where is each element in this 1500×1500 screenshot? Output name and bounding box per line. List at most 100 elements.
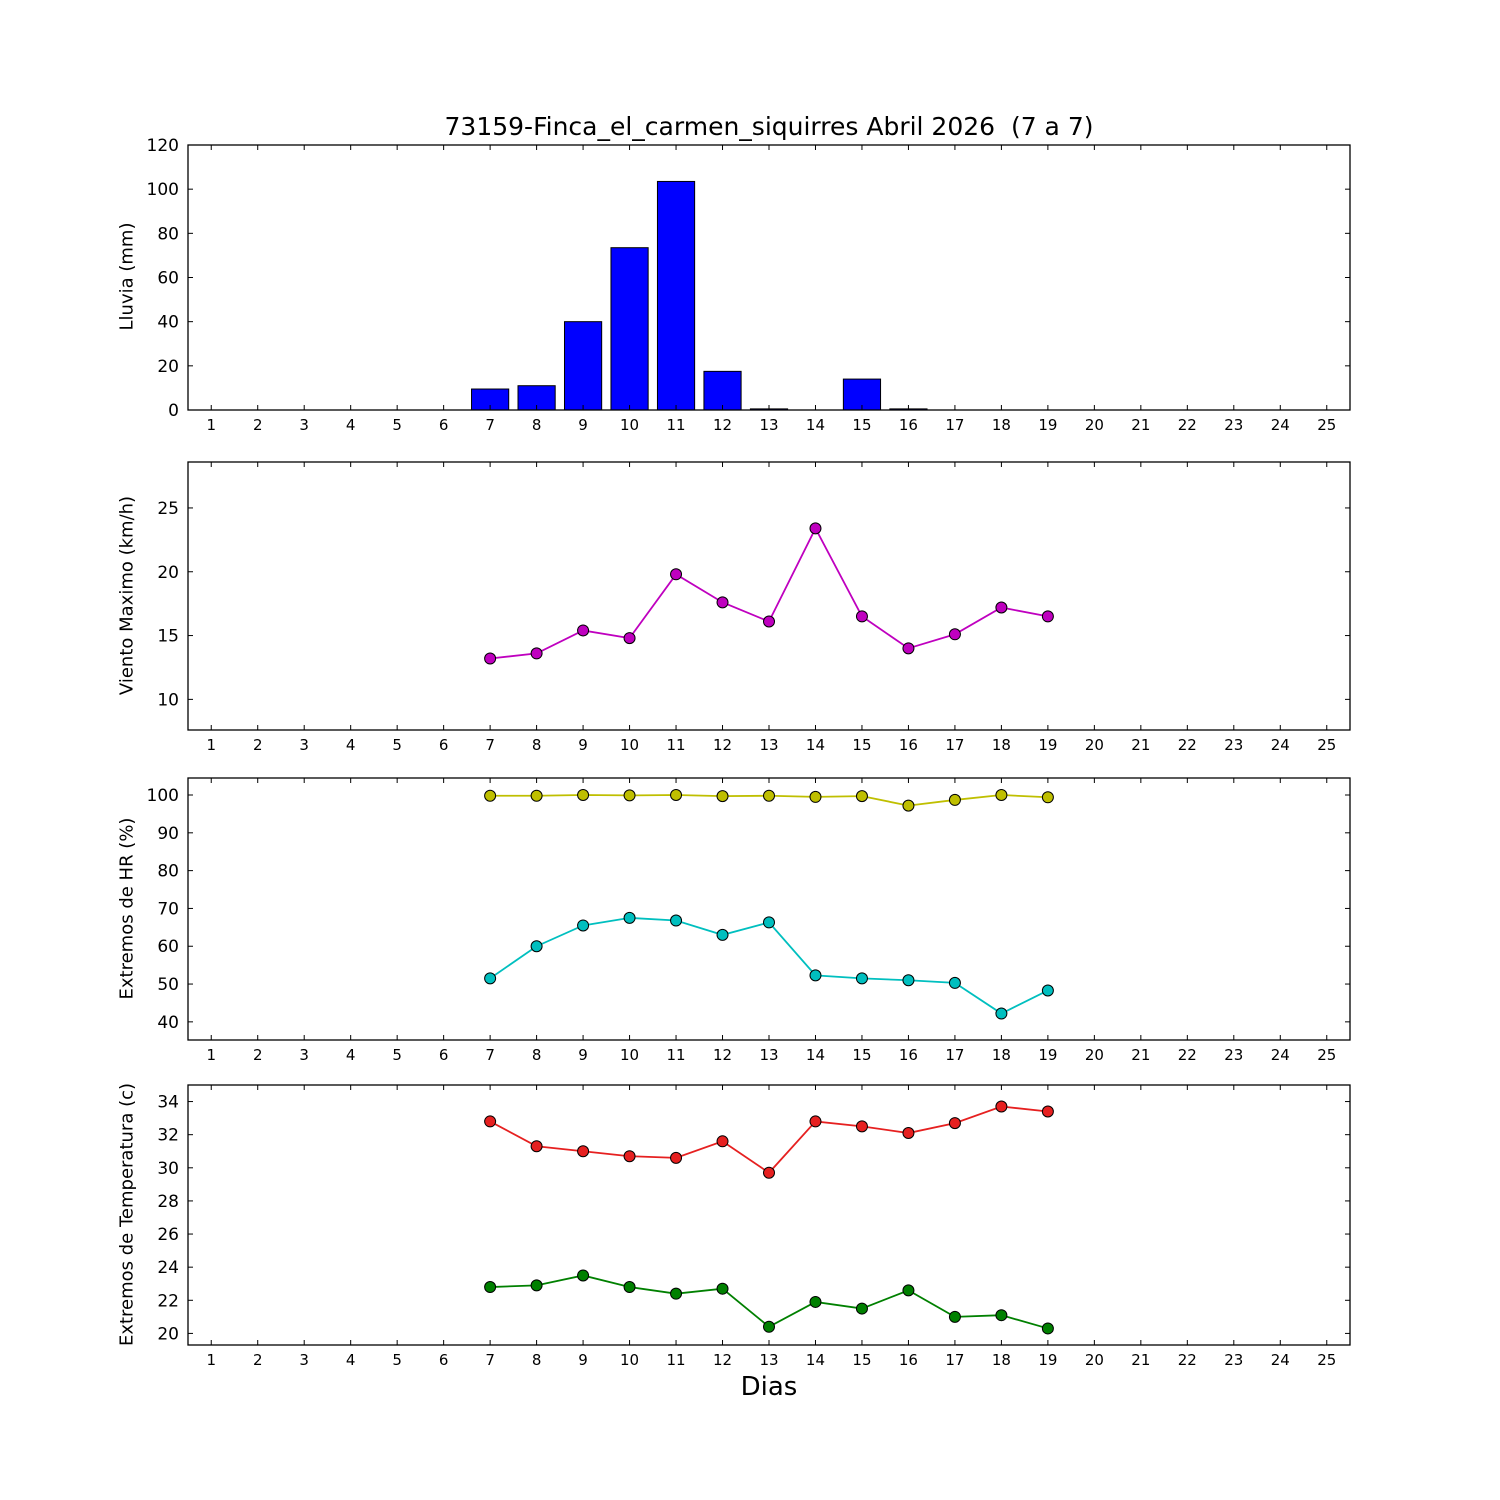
marker-hr-maxima	[855, 790, 868, 803]
marker-hr-maxima	[716, 790, 729, 803]
y-tick-label: 20	[157, 563, 179, 583]
y-tick-label: 24	[157, 1258, 179, 1278]
x-tick-label: 3	[299, 736, 309, 754]
x-tick-label: 3	[299, 416, 309, 434]
x-tick-label: 25	[1317, 1046, 1336, 1064]
x-tick-label: 5	[392, 1046, 402, 1064]
y-tick-label: 10	[157, 690, 179, 710]
x-tick-label: 13	[759, 416, 778, 434]
y-tick-label: 60	[157, 269, 179, 289]
y-tick-label: 70	[157, 899, 179, 919]
x-tick-label: 8	[532, 416, 542, 434]
x-tick-label: 18	[992, 416, 1011, 434]
x-tick-label: 14	[806, 416, 825, 434]
x-tick-label: 10	[620, 416, 639, 434]
x-tick-label: 22	[1178, 736, 1197, 754]
line-temperatura-maxima	[489, 1105, 1048, 1174]
marker-hr-minima	[623, 911, 636, 924]
x-tick-label: 11	[666, 416, 685, 434]
y-tick-label: 32	[157, 1126, 179, 1146]
x-tick-label: 13	[759, 736, 778, 754]
x-tick-label: 21	[1131, 1351, 1150, 1369]
x-tick-label: 7	[485, 1046, 495, 1064]
x-tick-label: 5	[392, 416, 402, 434]
y-tick-label: 60	[157, 937, 179, 957]
marker-temperatura-minima	[577, 1269, 590, 1282]
marker-hr-maxima	[484, 789, 497, 802]
marker-viento-maximo	[902, 642, 915, 655]
axes-frame	[187, 777, 1351, 1041]
marker-hr-maxima	[530, 789, 543, 802]
marker-temperatura-minima	[670, 1287, 683, 1300]
x-tick-label: 7	[485, 736, 495, 754]
y-tick-label: 34	[157, 1093, 179, 1113]
x-tick-label: 21	[1131, 1046, 1150, 1064]
x-tick-label: 23	[1224, 736, 1243, 754]
marker-temperatura-maxima	[948, 1117, 961, 1130]
x-tick-label: 17	[945, 736, 964, 754]
marker-temperatura-maxima	[1041, 1105, 1054, 1118]
marker-temperatura-maxima	[855, 1120, 868, 1133]
chart-panel-3: 1 2 3 4 5 6 7 8 9 10 11 12 13 14 15 16 17 18 19 20 21 22 23 24 2…	[147, 777, 1351, 1064]
x-tick-label: 22	[1178, 416, 1197, 434]
x-tick-label: 11	[666, 736, 685, 754]
x-tick-label: 2	[253, 1046, 263, 1064]
marker-temperatura-minima	[902, 1284, 915, 1297]
x-tick-label: 14	[806, 736, 825, 754]
marker-viento-maximo	[948, 628, 961, 641]
x-tick-label: 19	[1038, 1351, 1057, 1369]
x-tick-label: 16	[899, 1351, 918, 1369]
marker-temperatura-minima	[623, 1281, 636, 1294]
marker-hr-maxima	[809, 790, 822, 803]
x-tick-label: 5	[392, 1351, 402, 1369]
marker-viento-maximo	[670, 568, 683, 581]
marker-hr-minima	[763, 916, 775, 929]
marker-hr-maxima	[995, 789, 1008, 802]
y-tick-label: 25	[157, 499, 179, 519]
x-tick-label: 15	[852, 416, 871, 434]
y-tick-label: 22	[157, 1291, 179, 1311]
x-axis-label-dias: Dias	[740, 1372, 798, 1402]
x-tick-label: 11	[666, 1351, 685, 1369]
axes-frame	[187, 1084, 1351, 1346]
marker-temperatura-maxima	[530, 1140, 543, 1153]
x-tick-label: 6	[439, 736, 449, 754]
x-tick-label: 1	[206, 736, 216, 754]
axes-frame	[187, 144, 1351, 411]
marker-hr-maxima	[763, 789, 775, 802]
x-tick-label: 12	[713, 416, 732, 434]
marker-hr-minima	[577, 919, 590, 932]
marker-hr-minima	[670, 914, 683, 927]
x-tick-label: 4	[346, 1046, 356, 1064]
x-tick-label: 21	[1131, 736, 1150, 754]
x-tick-label: 4	[346, 736, 356, 754]
marker-hr-minima	[855, 972, 868, 985]
marker-temperatura-maxima	[716, 1135, 729, 1148]
y-tick-label: 15	[157, 627, 179, 647]
x-tick-label: 13	[759, 1046, 778, 1064]
x-tick-label: 14	[806, 1351, 825, 1369]
marker-temperatura-maxima	[623, 1150, 636, 1163]
x-tick-label: 7	[485, 1351, 495, 1369]
x-tick-label: 5	[392, 736, 402, 754]
marker-temperatura-maxima	[484, 1115, 497, 1128]
x-tick-label: 20	[1085, 1351, 1104, 1369]
bar-day-10	[610, 247, 649, 411]
x-tick-label: 7	[485, 416, 495, 434]
x-tick-label: 19	[1038, 1046, 1057, 1064]
x-tick-label: 1	[206, 1046, 216, 1064]
x-tick-label: 4	[346, 1351, 356, 1369]
x-tick-label: 17	[945, 416, 964, 434]
marker-hr-minima	[1041, 984, 1054, 997]
y-tick-label: 28	[157, 1192, 179, 1212]
x-tick-label: 9	[578, 1046, 588, 1064]
marker-temperatura-maxima	[763, 1166, 775, 1179]
x-tick-label: 20	[1085, 416, 1104, 434]
x-tick-label: 24	[1271, 736, 1290, 754]
x-tick-label: 6	[439, 1351, 449, 1369]
marker-hr-maxima	[670, 789, 683, 802]
marker-temperatura-minima	[948, 1310, 961, 1323]
marker-hr-maxima	[902, 799, 915, 812]
